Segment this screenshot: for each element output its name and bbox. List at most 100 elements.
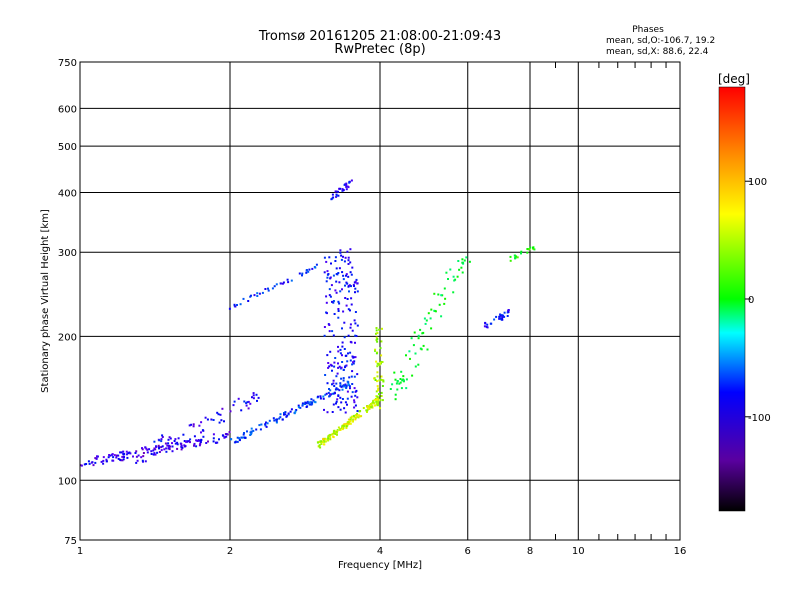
y-tick-label: 200 xyxy=(58,332,77,343)
data-point xyxy=(405,378,408,381)
data-point xyxy=(331,330,334,333)
data-point xyxy=(335,280,338,283)
data-point xyxy=(94,457,97,460)
x-tick-label: 10 xyxy=(572,546,585,557)
data-point xyxy=(341,188,344,191)
data-point xyxy=(375,339,378,342)
data-point xyxy=(381,361,384,363)
data-point xyxy=(128,451,131,454)
data-point xyxy=(342,255,344,258)
data-point xyxy=(341,345,344,348)
x-tick-label: 16 xyxy=(674,546,687,557)
data-point xyxy=(223,420,225,423)
data-point xyxy=(348,284,351,287)
data-point xyxy=(164,442,167,445)
data-point xyxy=(347,256,350,259)
data-point xyxy=(95,457,98,460)
data-point xyxy=(157,444,160,447)
data-point xyxy=(275,420,278,423)
data-point xyxy=(341,361,344,363)
data-point xyxy=(331,369,333,372)
data-point xyxy=(354,418,357,421)
data-point xyxy=(153,447,156,450)
data-point xyxy=(337,190,340,193)
data-point xyxy=(144,460,147,463)
data-point xyxy=(218,421,221,424)
data-point xyxy=(412,344,415,347)
data-point xyxy=(339,290,342,293)
data-point xyxy=(379,407,381,410)
data-point xyxy=(189,441,191,444)
data-point xyxy=(348,180,351,183)
data-point xyxy=(328,288,331,291)
data-point xyxy=(507,311,510,313)
data-point xyxy=(353,375,356,378)
data-point xyxy=(221,407,224,410)
data-point xyxy=(382,380,385,383)
data-point xyxy=(324,440,327,443)
data-point xyxy=(320,443,323,445)
data-point xyxy=(228,431,231,433)
data-point xyxy=(367,407,370,410)
data-point xyxy=(427,312,430,315)
data-point xyxy=(285,415,288,418)
data-point xyxy=(216,411,219,414)
data-point xyxy=(319,395,322,398)
data-point xyxy=(245,404,248,407)
data-point xyxy=(330,364,333,367)
data-point xyxy=(430,327,433,330)
data-point xyxy=(330,284,333,287)
data-point xyxy=(168,446,171,449)
data-point xyxy=(337,272,340,274)
data-point xyxy=(176,441,179,444)
data-point xyxy=(182,433,185,436)
data-point xyxy=(355,389,358,392)
data-point xyxy=(350,341,353,344)
data-point xyxy=(189,438,192,441)
data-point xyxy=(247,400,250,403)
data-point xyxy=(344,256,347,259)
data-point xyxy=(350,273,353,276)
data-point xyxy=(334,433,337,435)
data-point xyxy=(354,287,357,290)
data-point xyxy=(345,304,348,307)
data-point xyxy=(294,410,297,413)
data-point xyxy=(347,382,350,385)
data-point xyxy=(376,371,379,374)
data-point xyxy=(349,418,352,421)
data-point xyxy=(230,438,233,441)
y-tick-label: 500 xyxy=(58,142,77,153)
data-point xyxy=(458,268,461,271)
data-point xyxy=(332,300,335,302)
data-point xyxy=(375,352,378,355)
x-tick-label: 1 xyxy=(77,546,83,557)
data-point xyxy=(240,409,243,412)
data-point xyxy=(183,444,186,447)
data-point xyxy=(160,440,163,443)
data-point xyxy=(341,427,344,430)
x-axis-label: Frequency [MHz] xyxy=(338,560,422,571)
data-point xyxy=(171,442,173,445)
data-point xyxy=(267,287,269,290)
chart-title: Tromsø 20161205 21:08:00-21:09:43 xyxy=(258,29,501,44)
data-point xyxy=(354,356,357,359)
data-point xyxy=(342,189,345,192)
data-point xyxy=(341,388,344,391)
data-point xyxy=(331,411,334,413)
data-point xyxy=(354,280,357,283)
data-point xyxy=(141,447,143,450)
data-point xyxy=(108,454,111,456)
data-point xyxy=(200,431,202,434)
data-point xyxy=(180,443,183,446)
data-point xyxy=(350,417,352,420)
data-point xyxy=(340,258,343,261)
data-point xyxy=(342,310,345,313)
data-point xyxy=(318,440,321,443)
data-point xyxy=(115,456,118,459)
data-point xyxy=(378,393,380,395)
data-point xyxy=(312,399,315,402)
data-point xyxy=(323,256,326,259)
colorbar-ticks: 100 0 -100 xyxy=(745,177,771,424)
data-point xyxy=(324,374,327,376)
